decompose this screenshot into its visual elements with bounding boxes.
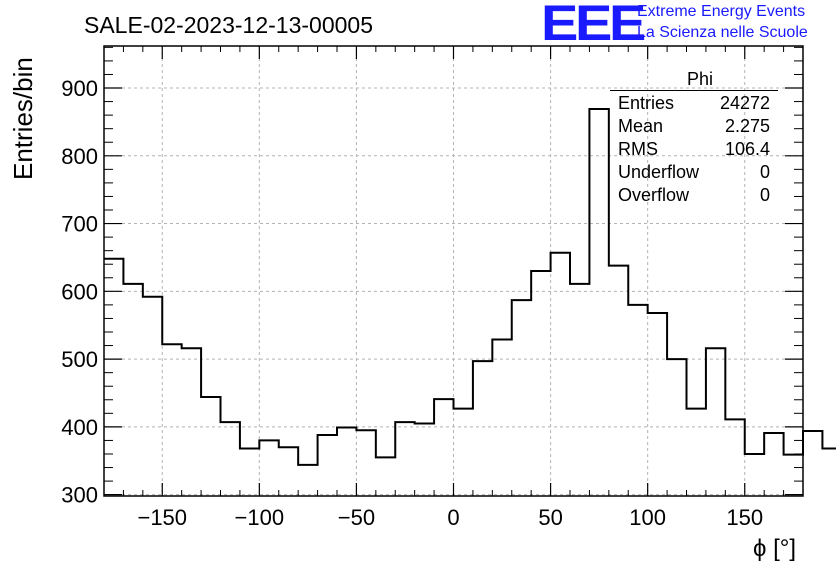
stats-label: RMS: [618, 139, 658, 159]
eee-logo: EEE: [541, 0, 646, 51]
stats-value: 2.275: [724, 116, 770, 136]
tick-labels: −150 −100 −50 0 50 100 150 300 400 500 600 700 800 90…: [61, 76, 763, 530]
stats-row-overflow: Overflow 0: [610, 185, 778, 208]
y-axis-title: Entries/bin: [8, 57, 38, 180]
stats-label: Overflow: [618, 185, 690, 205]
y-tick-label: 500: [61, 347, 98, 372]
y-tick-label: 600: [61, 279, 98, 304]
x-tick-label: −50: [338, 505, 375, 530]
y-tick-label: 400: [61, 415, 98, 440]
logo-subtitle-2: La Scienza nelle Scuole: [637, 24, 808, 41]
y-tick-label: 900: [61, 76, 98, 101]
x-tick-label: 0: [447, 505, 459, 530]
x-tick-label: 150: [726, 505, 763, 530]
chart-title: SALE-02-2023-12-13-00005: [84, 12, 373, 38]
x-tick-label: −100: [235, 505, 285, 530]
x-tick-label: 50: [538, 505, 562, 530]
stats-label: Entries: [618, 93, 675, 113]
stats-box: Phi Entries 24272 Mean 2.275 RMS 106.4 U…: [610, 70, 778, 208]
stats-label: Underflow: [618, 162, 700, 182]
y-tick-label: 800: [61, 144, 98, 169]
stats-label: Mean: [618, 116, 664, 136]
x-axis-title: ϕ [°]: [753, 535, 797, 562]
y-tick-label: 700: [61, 212, 98, 237]
stats-row-mean: Mean 2.275: [610, 116, 778, 139]
stats-row-underflow: Underflow 0: [610, 162, 778, 185]
stats-value: 106.4: [724, 139, 770, 159]
histogram-series: [104, 108, 836, 466]
x-tick-label: −150: [137, 505, 187, 530]
x-tick-label: 100: [629, 505, 666, 530]
axis-ticks: [103, 46, 804, 496]
logo-subtitle-1: Extreme Energy Events: [637, 3, 806, 20]
stats-divider: [610, 90, 778, 91]
stats-row-rms: RMS 106.4: [610, 139, 778, 162]
stats-value: 0: [759, 162, 770, 182]
y-tick-label: 300: [61, 483, 98, 508]
stats-title: Phi: [686, 69, 713, 89]
stats-row-entries: Entries 24272: [610, 93, 778, 116]
stats-value: 0: [759, 185, 770, 205]
stats-value: 24272: [719, 93, 770, 113]
